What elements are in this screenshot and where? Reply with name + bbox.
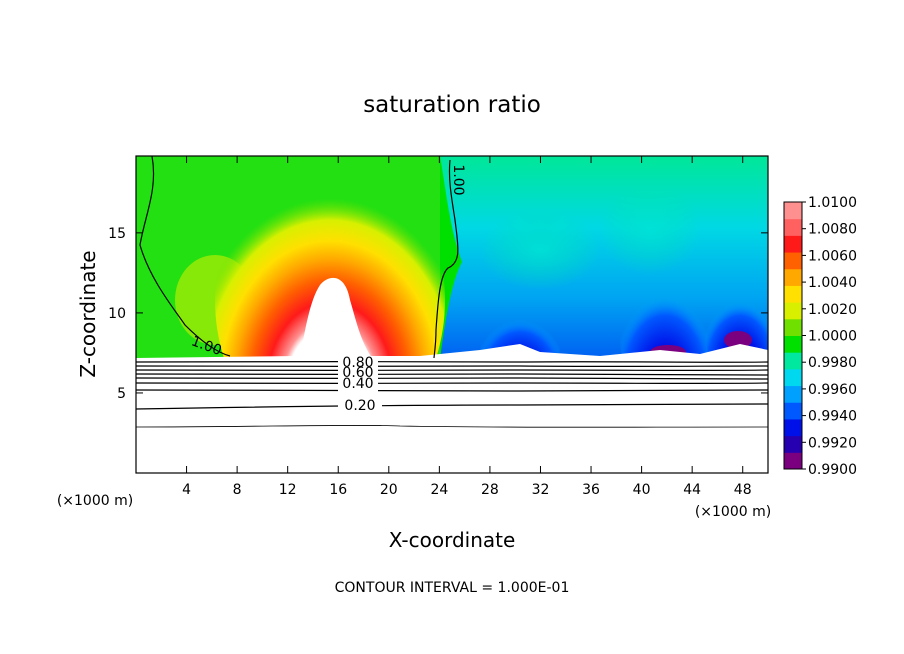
colorbar-swatch: [784, 385, 802, 403]
y-tick-label: 10: [108, 306, 126, 322]
colorbar-label: 1.0060: [808, 248, 857, 264]
contour-base-9: [136, 424, 768, 428]
chart-title: saturation ratio: [363, 92, 541, 118]
x-tick-label: 16: [329, 482, 347, 498]
contour-label: 0.40: [342, 376, 373, 392]
x-tick-label: 32: [532, 482, 550, 498]
contour-1-right: [433, 159, 459, 359]
x-tick-label: 24: [430, 482, 448, 498]
colorbar-label: 0.9960: [808, 382, 857, 398]
contour-label: 0.80: [342, 355, 373, 371]
x-tick-label: 20: [380, 482, 398, 498]
contour-label: 0.60: [342, 365, 373, 381]
x-tick-label: 48: [734, 482, 752, 498]
colorbar-label: 1.0040: [808, 275, 857, 291]
x-tick-label: 40: [633, 482, 651, 498]
colorbar-label: 0.9920: [808, 435, 857, 451]
y-axis-label: Z-coordinate: [76, 250, 100, 377]
colorbar-label: 1.0020: [808, 302, 857, 318]
colorbar-swatch: [784, 352, 802, 370]
x-unit-left: (×1000 m): [57, 493, 133, 509]
colorbar-swatch: [784, 302, 802, 320]
colorbar-swatch: [784, 252, 802, 270]
colorbar-swatch: [784, 418, 802, 437]
cloud-base-mask: [136, 344, 768, 473]
colorbar-swatch: [784, 335, 802, 353]
colorbar-swatch: [784, 452, 802, 470]
contour-label-bg: [338, 397, 382, 413]
colorbar-label: 1.0000: [808, 329, 857, 345]
cyan-patch: [480, 210, 600, 290]
x-tick-label: 28: [481, 482, 499, 498]
contour-lines: [136, 156, 768, 428]
contour-base-4: [136, 373, 768, 376]
purple-core-2: [724, 331, 752, 349]
x-unit-right: (×1000 m): [695, 504, 771, 520]
y-tick-label: 5: [117, 386, 126, 402]
colorbar-label: 1.0080: [808, 222, 857, 238]
colorbar-swatch: [784, 268, 802, 286]
contour-labels: 1.00 1.00 0.80 0.60 0.40 0.20: [189, 164, 466, 414]
x-tick-label: 12: [279, 482, 297, 498]
colorbar-swatch: [784, 235, 802, 253]
colorbar-label: 1.0100: [808, 195, 857, 211]
contour-interval-note: CONTOUR INTERVAL = 1.000E-01: [335, 580, 570, 596]
colorbar-swatch: [784, 435, 802, 453]
x-axis: 4 8 12 16 20 24 28 32 36 40 44 48: [182, 156, 752, 498]
colorbar-label: 0.9980: [808, 355, 857, 371]
colorbar-label: 0.9940: [808, 409, 857, 425]
colorbar: 1.0100 1.0080 1.0060 1.0040 1.0020 1.0000 0.99…: [783, 195, 857, 478]
plume-core: [300, 277, 372, 358]
y-tick-label: 15: [108, 226, 126, 242]
y-axis: 5 10 15: [108, 226, 768, 402]
colorbar-swatch: [784, 285, 802, 303]
cyan-patch-2: [600, 185, 700, 275]
contour-label-bg: [338, 356, 378, 392]
colorbar-label: 0.9900: [808, 462, 857, 478]
contour-1-left: [139, 156, 231, 357]
x-axis-label: X-coordinate: [389, 528, 516, 552]
contour-base-1: [136, 360, 768, 363]
x-tick-label: 4: [182, 482, 191, 498]
contour-label: 0.20: [344, 398, 375, 414]
colorbar-swatch: [784, 202, 802, 220]
colorbar-swatch: [784, 318, 802, 336]
contour-base-8: [136, 403, 768, 410]
contour-base-5: [136, 377, 768, 380]
x-tick-label: 8: [233, 482, 242, 498]
x-tick-label: 36: [582, 482, 600, 498]
x-tick-label: 44: [683, 482, 701, 498]
colorbar-swatch: [784, 218, 802, 236]
colorbar-swatch: [784, 368, 802, 387]
plot-frame: [135, 155, 769, 474]
contour-label: 1.00: [450, 164, 466, 195]
contour-base-7: [136, 389, 768, 392]
heatmap-field: [136, 156, 768, 473]
colorbar-swatch: [784, 402, 802, 420]
